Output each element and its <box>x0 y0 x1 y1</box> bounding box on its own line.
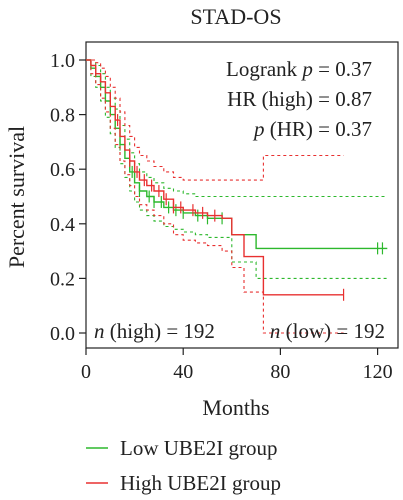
chart-title: STAD-OS <box>190 4 281 29</box>
legend-label-high: High UBE2I group <box>120 471 281 495</box>
x-tick-label: 80 <box>270 361 290 383</box>
y-tick-label: 0.2 <box>50 268 75 290</box>
y-tick-label: 0.0 <box>50 323 75 345</box>
annotation-logrank: Logrank p = 0.37 <box>226 57 372 81</box>
annotation-n-high: n (high) = 192 <box>94 319 215 343</box>
legend: Low UBE2I group High UBE2I group <box>86 436 281 495</box>
x-tick-label: 120 <box>363 361 393 383</box>
annotation-n-low: n (low) = 192 <box>270 319 385 343</box>
series-high-line <box>86 59 344 296</box>
plot-frame <box>85 41 399 349</box>
x-axis-label: Months <box>202 395 269 420</box>
series-high <box>86 59 345 334</box>
y-tick-label: 1.0 <box>50 50 75 72</box>
annotation-n-low-value: (low) = 192 <box>280 319 385 343</box>
annotation-logrank-p: p <box>300 57 313 81</box>
annotation-hr: HR (high) = 0.87 <box>227 87 372 111</box>
annotation-p-hr: p (HR) = 0.37 <box>252 117 372 141</box>
annotation-n-high-value: (high) = 192 <box>105 319 215 343</box>
x-tick-label: 40 <box>173 361 193 383</box>
annotation-n-high-symbol: n <box>94 319 105 343</box>
series-low-ci-lower <box>86 59 388 279</box>
series-high-ci-upper <box>86 59 344 181</box>
annotation-logrank-label: Logrank <box>226 57 302 81</box>
series-high-ci-lower <box>86 59 344 334</box>
x-tick-label: 0 <box>81 361 91 383</box>
y-tick-label: 0.8 <box>50 105 75 127</box>
annotation-n-low-symbol: n <box>270 319 281 343</box>
annotation-p-hr-value: (HR) = 0.37 <box>264 117 372 141</box>
y-tick-label: 0.6 <box>50 159 75 181</box>
annotation-p-hr-symbol: p <box>252 117 265 141</box>
y-tick-label: 0.4 <box>50 214 75 236</box>
annotation-logrank-value: = 0.37 <box>313 57 372 81</box>
y-axis-label: Percent survival <box>4 126 29 268</box>
series-low-ci-upper <box>86 59 388 198</box>
legend-label-low: Low UBE2I group <box>120 436 277 460</box>
